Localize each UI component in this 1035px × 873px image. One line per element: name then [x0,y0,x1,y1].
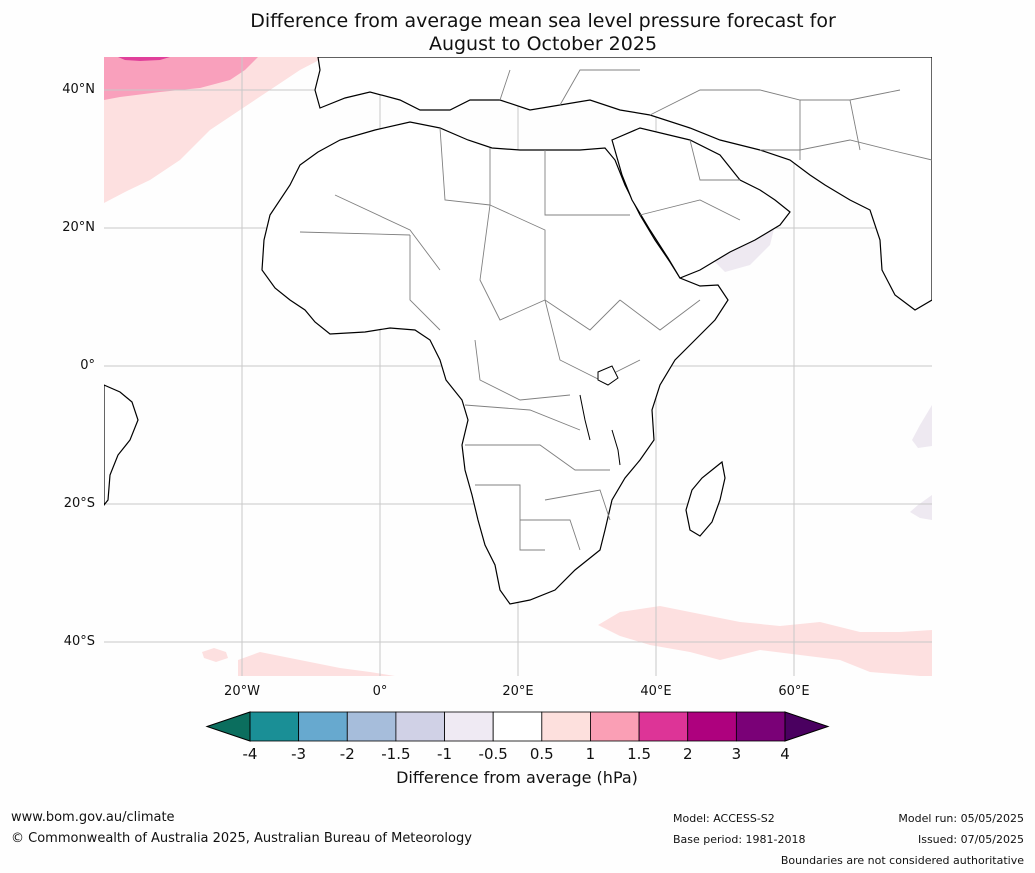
colorbar-tick-label: -2 [339,745,355,763]
anomaly-positive-north-atlantic [104,57,325,203]
footer-issued: Issued: 07/05/2025 [917,833,1024,846]
colorbar-tick-label: -0.5 [478,745,508,763]
colorbar-tick-label: 3 [731,745,742,763]
lon-label-60e: 60°E [778,684,810,699]
colorbar-segments [249,711,786,742]
colorbar-segment [395,711,445,742]
colorbar-tick-label: 1.5 [627,745,651,763]
map-svg [104,57,932,676]
footer-copyright: © Commonwealth of Australia 2025, Austra… [11,831,472,846]
anomaly-negative-indian-ocean [912,405,932,448]
title-line-2: August to October 2025 [428,33,658,55]
footer-model: Model: ACCESS-S2 [673,812,775,825]
lat-label-40n: 40°N [62,82,95,97]
lake-tanganyika [579,394,591,441]
colorbar-segment [541,711,591,742]
south-america-coast [104,384,139,506]
colorbar-tick-label: -1 [437,745,453,763]
footer-base-period: Base period: 1981-2018 [673,833,806,846]
footer-model-run: Model run: 05/05/2025 [898,812,1024,825]
footer-website: www.bom.gov.au/climate [11,810,175,825]
lake-victoria [597,365,619,386]
anomaly-positive-south-atlantic-small [202,648,228,662]
colorbar-segment [298,711,348,742]
lake-malawi [611,429,621,466]
lon-label-0: 0° [372,684,388,699]
colorbar-extend-high [784,711,830,742]
title-line-1: Difference from average mean sea level p… [250,10,836,32]
anomaly-negative-south-indian [910,495,932,520]
colorbar-segment [444,711,494,742]
colorbar-segment [735,711,786,742]
lat-label-0: 0° [80,358,95,373]
lat-label-20s: 20°S [63,496,95,511]
colorbar-tick-label: -4 [242,745,258,763]
lat-label-20n: 20°N [62,220,95,235]
lon-label-20w: 20°W [224,684,260,699]
colorbar-segment [492,711,543,742]
country-borders [299,69,932,551]
colorbar-extend-low [205,711,251,742]
footer-disclaimer: Boundaries are not considered authoritat… [780,854,1024,867]
lon-label-20e: 20°E [502,684,534,699]
colorbar-tick-label: 4 [780,745,790,763]
map-title: Difference from average mean sea level p… [0,10,1035,56]
colorbar-segment [249,711,300,742]
anomaly-positive-south-atlantic [238,652,395,676]
arabian-peninsula [611,127,791,279]
colorbar-tick-label: -1.5 [381,745,411,763]
colorbar [205,711,830,742]
colorbar-segment [687,711,737,742]
colorbar-tick-label: 0.5 [529,745,554,763]
anomaly-strong-north-atlantic [118,57,170,61]
anomaly-positive-south-indian [598,606,932,676]
lon-label-40e: 40°E [640,684,672,699]
lat-label-40s: 40°S [63,634,95,649]
anomaly-positive-north-atlantic-core [104,57,258,100]
madagascar [685,460,726,537]
colorbar-segment [590,711,640,742]
colorbar-tick-label: -3 [291,745,307,763]
africa-landmass [261,121,729,605]
colorbar-tick-label: 2 [682,745,693,763]
colorbar-segment [346,711,397,742]
colorbar-tick-label: 1 [585,745,596,763]
colorbar-label: Difference from average (hPa) [396,768,638,787]
map-area [104,57,932,676]
colorbar-segment [638,711,689,742]
